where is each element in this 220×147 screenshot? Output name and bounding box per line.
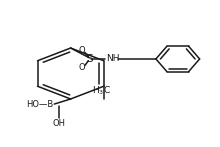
- Text: OH: OH: [52, 119, 65, 128]
- Text: S: S: [86, 54, 93, 64]
- Text: O: O: [79, 46, 85, 55]
- Text: NH: NH: [106, 54, 119, 63]
- Text: H$_3$C: H$_3$C: [92, 84, 111, 97]
- Text: HO—B: HO—B: [27, 100, 54, 109]
- Text: O: O: [79, 63, 85, 72]
